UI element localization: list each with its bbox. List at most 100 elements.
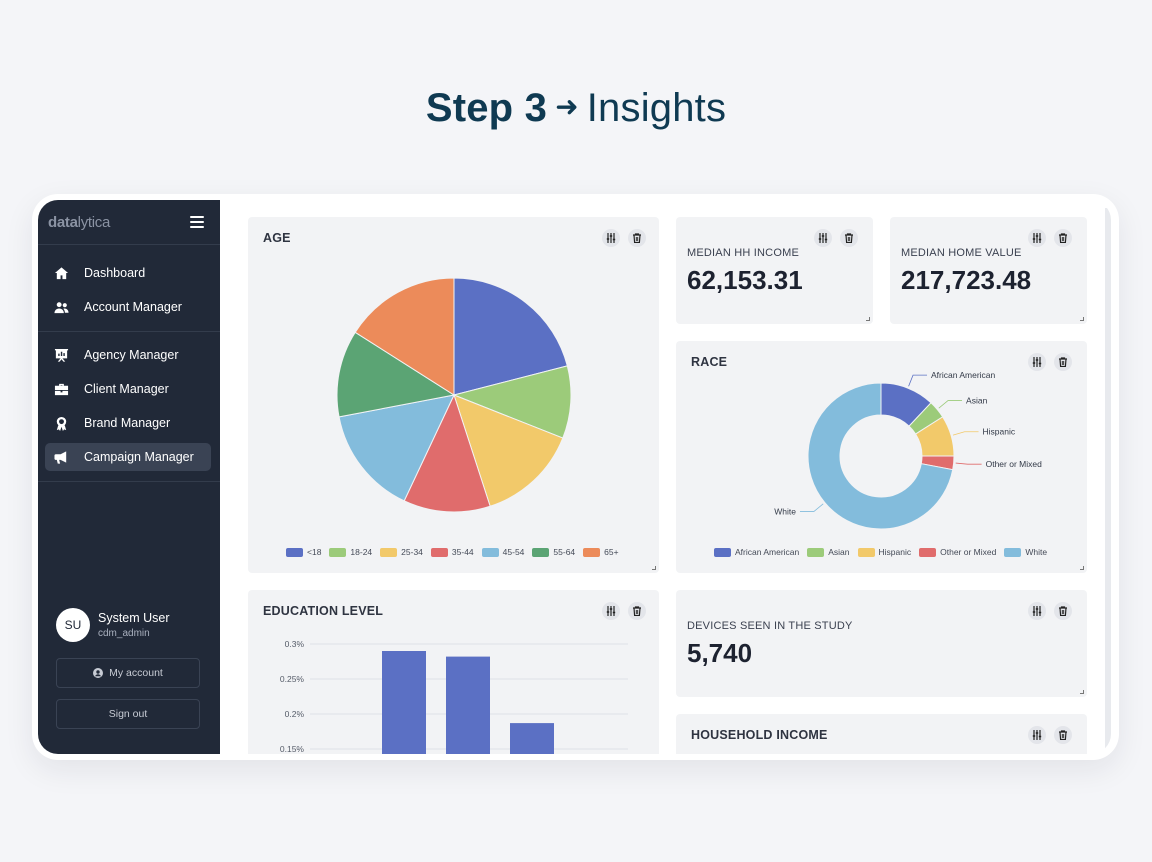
sliders-icon — [1032, 233, 1042, 243]
legend-item[interactable]: 65+ — [583, 547, 619, 557]
sign-out-button[interactable]: Sign out — [56, 699, 200, 729]
sidebar-item-campaign-manager[interactable]: Campaign Manager — [45, 443, 211, 471]
settings-button[interactable] — [1028, 602, 1046, 620]
delete-button[interactable] — [1054, 726, 1072, 744]
settings-button[interactable] — [1028, 726, 1046, 744]
card-tools — [806, 229, 858, 247]
pie-slice-<18[interactable] — [453, 277, 568, 396]
sidebar-item-label: Agency Manager — [84, 348, 179, 362]
bar[interactable] — [510, 723, 554, 754]
page-heading: Step 3 ➜ Insights — [0, 86, 1152, 131]
trash-icon — [845, 233, 853, 243]
resize-handle[interactable] — [652, 566, 656, 570]
card-title: AGE — [263, 231, 291, 245]
user-circle-icon — [93, 668, 104, 678]
my-account-button[interactable]: My account — [56, 658, 200, 688]
callout-label: White — [774, 506, 796, 516]
delete-button[interactable] — [628, 229, 646, 247]
trash-icon — [1059, 606, 1067, 616]
delete-button[interactable] — [840, 229, 858, 247]
legend-label: <18 — [307, 547, 322, 557]
callout-label: Asian — [966, 396, 988, 406]
legend-swatch — [286, 547, 303, 557]
legend-label: 25-34 — [401, 547, 423, 557]
legend-swatch — [481, 547, 499, 557]
brand-logo[interactable]: datalytica — [48, 214, 110, 231]
brand-text-b: lytica — [77, 214, 111, 231]
trash-icon — [633, 606, 641, 616]
age-card: AGE <18 18-24 25-34 35-44 45-54 55-64 65+ — [248, 217, 659, 573]
legend-item[interactable]: Other or Mixed — [919, 547, 996, 557]
resize-handle[interactable] — [1080, 690, 1084, 694]
sidebar-item-brand-manager[interactable]: Brand Manager — [45, 409, 211, 437]
legend-item[interactable]: White — [1004, 547, 1047, 557]
sidebar-item-label: Account Manager — [84, 300, 182, 314]
legend-item[interactable]: 35-44 — [430, 547, 474, 557]
sidebar-item-account-manager[interactable]: Account Manager — [45, 293, 211, 321]
age-legend: <18 18-24 25-34 35-44 45-54 55-64 65+ — [286, 547, 627, 557]
kpi-label: DEVICES SEEN IN THE STUDY — [687, 620, 853, 632]
delete-button[interactable] — [628, 602, 646, 620]
card-tools — [1020, 602, 1072, 620]
settings-button[interactable] — [602, 602, 620, 620]
resize-handle[interactable] — [1080, 317, 1084, 321]
legend-item[interactable]: 45-54 — [481, 547, 525, 557]
legend-item[interactable]: Hispanic — [857, 547, 911, 557]
legend-label: Other or Mixed — [940, 547, 997, 557]
settings-button[interactable] — [814, 229, 832, 247]
pie-slice-45-54[interactable] — [338, 394, 455, 502]
legend-label: 45-54 — [502, 547, 525, 557]
arrow-icon: ➜ — [555, 91, 579, 122]
pie-slice-55-64[interactable] — [336, 331, 456, 418]
pie-slice-35-44[interactable] — [403, 393, 491, 513]
settings-button[interactable] — [602, 229, 620, 247]
trash-icon — [1059, 233, 1067, 243]
resize-handle[interactable] — [1080, 566, 1084, 570]
legend-item[interactable]: <18 — [286, 547, 321, 557]
bar[interactable] — [382, 651, 426, 754]
card-tools — [1020, 229, 1072, 247]
settings-button[interactable] — [1028, 353, 1046, 371]
pie-slice-18-24[interactable] — [452, 365, 572, 439]
trash-icon — [1059, 357, 1067, 367]
avatar[interactable]: SU — [56, 608, 90, 642]
heading-label: Insights — [586, 86, 727, 130]
delete-button[interactable] — [1054, 602, 1072, 620]
sliders-icon — [606, 606, 616, 616]
delete-button[interactable] — [1054, 353, 1072, 371]
award-icon — [52, 415, 70, 431]
legend-swatch — [329, 547, 347, 557]
presentation-icon — [52, 347, 70, 363]
sidebar-item-client-manager[interactable]: Client Manager — [45, 375, 211, 403]
sidebar-item-label: Brand Manager — [84, 416, 171, 430]
legend-item[interactable]: African American — [714, 547, 799, 557]
legend-item[interactable]: 18-24 — [329, 547, 372, 557]
legend-label: African American — [735, 547, 800, 557]
median-hh-income-card: MEDIAN HH INCOME 62,153.31 — [676, 217, 873, 324]
household-income-card: HOUSEHOLD INCOME — [676, 714, 1087, 754]
bar[interactable] — [446, 656, 490, 754]
legend-label: 55-64 — [553, 547, 576, 557]
legend-item[interactable]: 25-34 — [380, 547, 423, 557]
sidebar-divider — [38, 331, 220, 332]
legend-item[interactable]: 55-64 — [532, 547, 575, 557]
pie-slice-65+[interactable] — [354, 277, 455, 396]
legend-label: 35-44 — [451, 547, 474, 557]
education-card: EDUCATION LEVEL 0.3% 0.25% 0.2% 0.15% — [248, 590, 659, 754]
resize-handle[interactable] — [866, 317, 870, 321]
scrollbar[interactable] — [1105, 208, 1111, 754]
user-profile: SU System User cdm_admin — [56, 608, 170, 642]
legend-item[interactable]: Asian — [807, 547, 850, 557]
sidebar-item-agency-manager[interactable]: Agency Manager — [45, 341, 211, 369]
legend-swatch — [714, 547, 731, 557]
delete-button[interactable] — [1054, 229, 1072, 247]
user-name: System User — [98, 611, 170, 625]
device-frame: datalytica Dashboard Account Manager Age… — [32, 194, 1119, 760]
settings-button[interactable] — [1028, 229, 1046, 247]
legend-swatch — [430, 547, 448, 557]
donut-slice-White[interactable] — [807, 382, 954, 530]
menu-icon[interactable] — [190, 216, 204, 228]
race-donut-chart: African American Asian Hispanic Other or Mi… — [774, 370, 1042, 530]
callout-line — [938, 400, 963, 409]
sidebar-item-dashboard[interactable]: Dashboard — [45, 259, 211, 287]
